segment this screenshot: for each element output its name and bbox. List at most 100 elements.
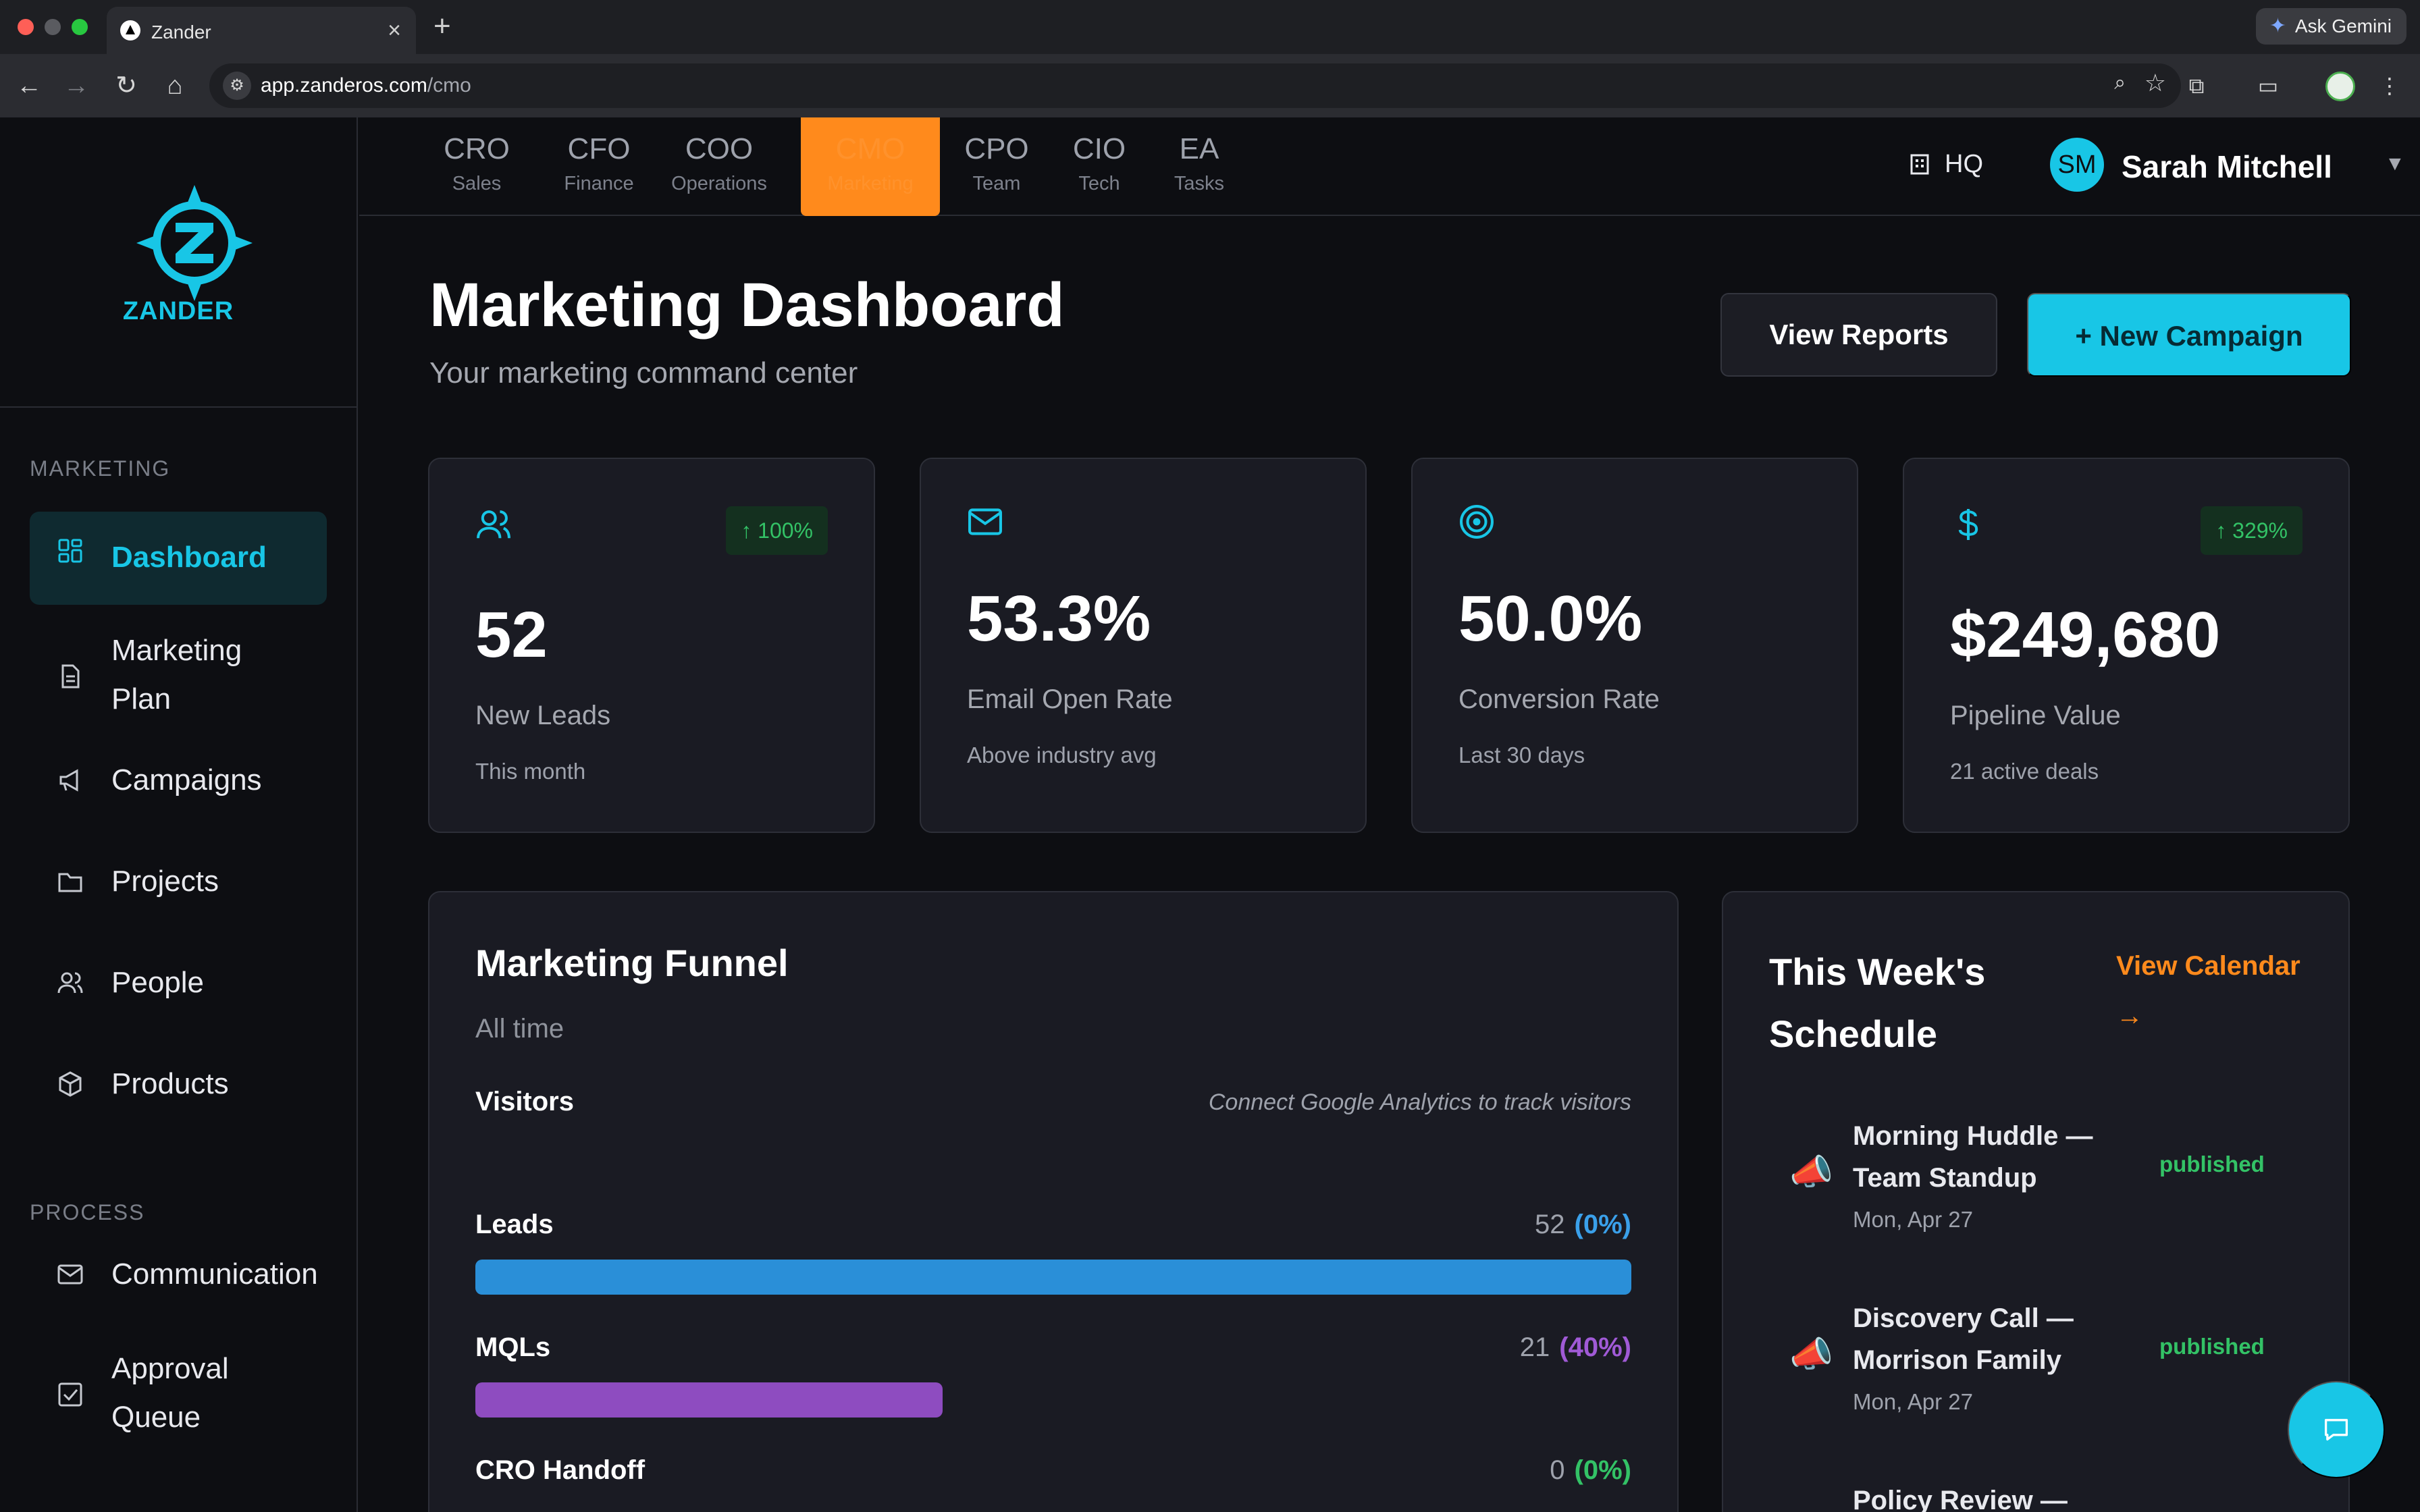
stat-label: Pipeline Value <box>1950 701 2121 730</box>
browser-tab[interactable]: Zander × <box>107 7 416 54</box>
url-text: app.zanderos.com/cmo <box>261 74 471 97</box>
event-title: Morning Huddle — Team Standup <box>1853 1121 2093 1193</box>
funnel-row-label: MQLs <box>475 1332 551 1362</box>
new-tab-icon[interactable]: + <box>433 9 451 43</box>
view-reports-button[interactable]: View Reports <box>1720 293 1997 377</box>
close-window-button[interactable] <box>18 19 34 35</box>
event-status-badge: published <box>2159 1152 2265 1177</box>
media-icon[interactable]: ▭ <box>2257 74 2279 98</box>
reload-icon[interactable]: ↻ <box>115 72 137 100</box>
hq-link[interactable]: HQ <box>1910 150 1983 179</box>
sidebar-item-label: Products <box>111 1067 229 1100</box>
dept-tab-cfo[interactable]: CFO Finance <box>542 117 656 216</box>
dept-sub: Operations <box>671 173 767 194</box>
chat-button[interactable] <box>2288 1381 2385 1478</box>
connect-analytics-note[interactable]: Connect Google Analytics to track visito… <box>1208 1089 1631 1115</box>
schedule-event[interactable]: 📣 Morning Huddle — Team Standup Mon, Apr… <box>1769 1115 2323 1250</box>
funnel-row-pct: (0%) <box>1574 1455 1631 1485</box>
sidebar-item-label: People <box>111 966 205 999</box>
stat-value: 53.3% <box>967 583 1151 655</box>
dept-tab-ea[interactable]: EA Tasks <box>1159 117 1240 216</box>
dept-sub: Team <box>972 173 1021 194</box>
dept-tab-cio[interactable]: CIO Tech <box>1059 117 1140 216</box>
maximize-window-button[interactable] <box>72 19 88 35</box>
sidebar-item-marketing-plan[interactable]: Marketing Plan <box>30 626 327 728</box>
new-campaign-button[interactable]: + New Campaign <box>2027 293 2351 377</box>
zoom-icon[interactable]: ⌕ <box>2114 72 2126 94</box>
event-title: Discovery Call — Morrison Family <box>1853 1303 2074 1375</box>
main-content: Marketing Dashboard Your marketing comma… <box>359 217 2420 1512</box>
ask-gemini-label: Ask Gemini <box>2294 16 2392 36</box>
dept-tab-cro[interactable]: CRO Sales <box>423 117 531 216</box>
megaphone-icon: 📣 <box>1789 1335 1833 1374</box>
stat-card-conversion-rate: 50.0% Conversion Rate Last 30 days <box>1411 458 1858 833</box>
funnel-row-stats: 0 (0%) <box>1550 1455 1631 1486</box>
sidebar-item-dashboard[interactable]: Dashboard <box>30 512 327 605</box>
forward-icon[interactable]: → <box>63 72 89 100</box>
funnel-row-pct: (40%) <box>1559 1332 1631 1362</box>
event-date: Mon, Apr 27 <box>1853 1207 1973 1232</box>
funnel-row-count: 21 <box>1519 1332 1550 1362</box>
sidebar-item-communication[interactable]: Communication <box>30 1243 327 1308</box>
dept-sub: Finance <box>564 173 634 194</box>
dept-sub: Sales <box>452 173 502 194</box>
tab-title: Zander <box>151 22 211 43</box>
user-avatar[interactable]: SM <box>2050 138 2104 192</box>
extensions-icon[interactable]: ⧉ <box>2188 74 2205 98</box>
logo-area[interactable]: ZANDER <box>0 117 357 408</box>
schedule-event[interactable]: 📣 Discovery Call — Morrison Family Mon, … <box>1769 1297 2323 1432</box>
sidebar-item-people[interactable]: People <box>30 952 327 1017</box>
stat-label: Conversion Rate <box>1458 684 1660 714</box>
zander-logo-icon <box>136 185 253 301</box>
sidebar-item-products[interactable]: Products <box>30 1053 327 1118</box>
sidebar-item-campaigns[interactable]: Campaigns <box>30 749 327 814</box>
funnel-bar-track <box>475 1382 1631 1418</box>
browser-toolbar: ← → ↻ ⌂ ⚙ app.zanderos.com/cmo ⌕ ☆ ⧉ ▭ ⋮ <box>0 54 2420 117</box>
folder-icon <box>58 873 82 892</box>
growth-badge: ↑ 329% <box>2201 506 2303 555</box>
dept-tab-cpo[interactable]: CPO Team <box>953 117 1040 216</box>
browser-tab-bar: Zander × + ✦ Ask Gemini <box>0 0 2420 54</box>
event-title: Policy Review — <box>1853 1486 2068 1512</box>
browser-profile-avatar[interactable] <box>2325 72 2355 101</box>
dept-code: CPO <box>964 132 1029 165</box>
schedule-event[interactable]: Policy Review — <box>1769 1480 2323 1512</box>
stat-value: 52 <box>475 599 548 671</box>
home-icon[interactable]: ⌂ <box>167 72 183 100</box>
funnel-row-label: CRO Handoff <box>475 1455 646 1485</box>
stat-note: 21 active deals <box>1950 759 2099 784</box>
funnel-subtitle: All time <box>475 1014 564 1044</box>
menu-dots-icon[interactable]: ⋮ <box>2379 74 2400 98</box>
sidebar-item-projects[interactable]: Projects <box>30 850 327 915</box>
funnel-bar-leads <box>475 1260 1631 1295</box>
mail-icon <box>968 508 1002 535</box>
bookmark-star-icon[interactable]: ☆ <box>2144 69 2166 97</box>
checkbox-icon <box>58 1382 82 1407</box>
stat-note: This month <box>475 759 586 784</box>
stat-card-new-leads: ↑ 100% 52 New Leads This month <box>428 458 875 833</box>
dept-code: CMO <box>835 132 905 165</box>
stat-note: Above industry avg <box>967 742 1157 767</box>
close-tab-icon[interactable]: × <box>388 18 401 43</box>
ask-gemini-button[interactable]: ✦ Ask Gemini <box>2255 8 2406 45</box>
chevron-down-icon[interactable]: ▼ <box>2385 153 2405 175</box>
zander-favicon-icon <box>120 20 140 40</box>
user-name[interactable]: Sarah Mitchell <box>2122 149 2332 184</box>
stat-label: New Leads <box>475 701 611 730</box>
section-label-process: PROCESS <box>30 1200 145 1224</box>
address-bar[interactable]: ⚙ app.zanderos.com/cmo ⌕ ☆ <box>209 63 2181 108</box>
site-settings-icon[interactable]: ⚙ <box>223 72 251 100</box>
view-calendar-link[interactable]: View Calendar → <box>2116 951 2300 1031</box>
dept-tab-coo[interactable]: COO Operations <box>662 117 777 216</box>
dept-tab-cmo[interactable]: CMO Marketing <box>801 117 940 216</box>
minimize-window-button[interactable] <box>45 19 61 35</box>
back-icon[interactable]: ← <box>16 72 42 100</box>
page-title: Marketing Dashboard <box>429 271 1065 340</box>
package-icon <box>59 1071 82 1097</box>
funnel-row-stats: 21 (40%) <box>1520 1332 1631 1363</box>
sidebar-item-label: Campaigns <box>111 763 262 796</box>
people-icon <box>57 972 83 994</box>
sidebar-item-approval-queue[interactable]: Approval Queue <box>30 1345 327 1446</box>
sidebar-item-label: Marketing Plan <box>111 634 242 716</box>
megaphone-icon <box>59 769 78 792</box>
